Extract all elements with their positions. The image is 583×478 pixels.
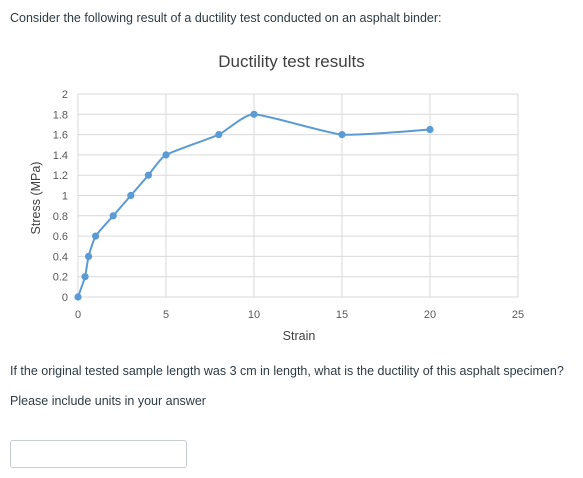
y-tick-label: 0: [62, 292, 68, 304]
question-intro: Consider the following result of a ducti…: [10, 11, 442, 25]
chart-title: Ductility test results: [218, 52, 365, 71]
x-tick-label: 15: [336, 309, 348, 321]
data-point: [81, 273, 89, 281]
y-tick-label: 1.4: [53, 150, 68, 162]
y-tick-label: 0.6: [53, 231, 68, 243]
ductility-chart: 0 0.2 0.4 0.6 0.8 1 1.2 1.4 1.6 1.8 2 0 5 10 15 20 25 S…: [29, 89, 524, 343]
answer-input[interactable]: [10, 440, 187, 468]
x-tick-label: 25: [512, 309, 524, 321]
y-tick-label: 0.8: [53, 211, 68, 223]
data-point: [338, 131, 346, 139]
x-tick-label: 0: [75, 309, 81, 321]
data-markers: [74, 110, 434, 301]
data-point: [74, 293, 82, 301]
y-tick-label: 1.2: [53, 170, 68, 182]
x-tick-labels: 0 5 10 15 20 25: [75, 309, 524, 321]
data-point: [92, 232, 100, 240]
data-point: [109, 212, 117, 220]
x-tick-label: 10: [248, 309, 260, 321]
x-axis-label: Strain: [283, 329, 316, 343]
x-tick-label: 5: [163, 309, 169, 321]
x-tick-label: 20: [424, 309, 436, 321]
y-tick-label: 0.2: [53, 272, 68, 284]
y-tick-label: 1.6: [53, 130, 68, 142]
data-point: [84, 252, 93, 260]
y-tick-label: 0.4: [53, 251, 68, 263]
grid-lines: [77, 93, 519, 298]
data-point: [426, 125, 434, 134]
data-point: [144, 171, 152, 179]
question-prompt: If the original tested sample length was…: [10, 364, 564, 378]
data-point: [127, 191, 135, 200]
y-tick-labels: 0 0.2 0.4 0.6 0.8 1 1.2 1.4 1.6 1.8 2: [53, 89, 68, 304]
y-axis-label: Stress (MPa): [29, 162, 43, 235]
y-tick-label: 1.8: [53, 109, 68, 121]
data-point: [215, 131, 223, 139]
y-tick-label: 2: [62, 89, 68, 101]
y-tick-label: 1: [62, 191, 68, 203]
data-point: [162, 151, 170, 159]
data-point: [250, 110, 258, 118]
question-hint: Please include units in your answer: [10, 394, 206, 408]
